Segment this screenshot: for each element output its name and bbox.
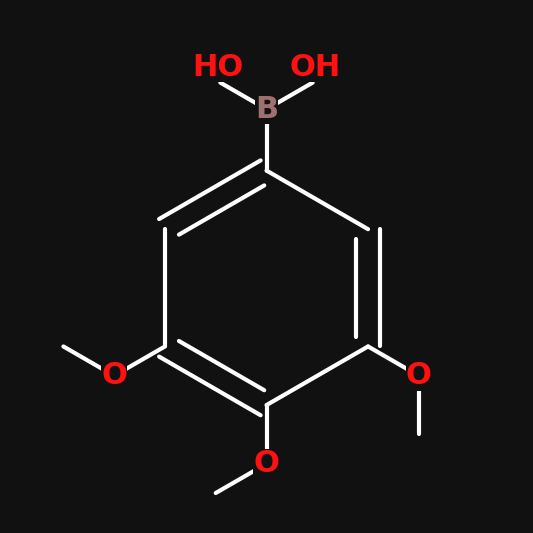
Text: O: O — [101, 361, 127, 390]
Text: OH: OH — [290, 53, 341, 82]
Text: B: B — [255, 95, 278, 124]
Text: O: O — [406, 361, 432, 390]
Text: O: O — [254, 449, 279, 478]
Text: HO: HO — [192, 53, 243, 82]
